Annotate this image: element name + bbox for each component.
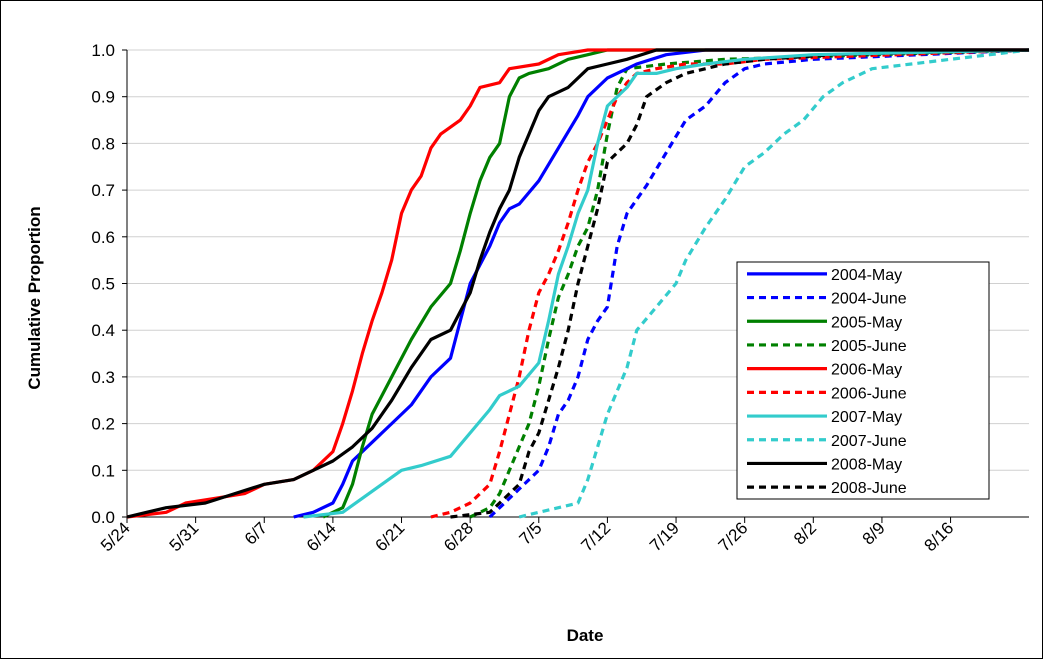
series-line-2004-june: [488, 48, 1030, 519]
x-tick-labels: 5/24 5/31 6/7 6/14 6/21 6/28 7/5 7/12 7/19 7/26 8/…: [97, 518, 957, 555]
y-tick-label: 0.1: [91, 461, 115, 480]
x-tick-label: 8/16: [921, 518, 958, 555]
x-tick-label: 8/2: [790, 518, 820, 548]
x-axis-title: Date: [567, 626, 604, 645]
y-tick-label: 0.2: [91, 415, 115, 434]
legend-label: 2005-June: [831, 338, 907, 355]
series-layer: [126, 48, 1030, 519]
legend-label: 2006-May: [831, 362, 902, 379]
y-tick-label: 0.8: [91, 134, 115, 153]
legend-label: 2005-May: [831, 314, 902, 331]
x-tick-label: 7/12: [577, 518, 614, 555]
series-line-2004-may: [293, 48, 1029, 519]
y-tick-label: 0.7: [91, 181, 115, 200]
axes: [122, 49, 1029, 523]
y-tick-label: 0.4: [91, 321, 115, 340]
y-tick-label: 0.5: [91, 275, 115, 294]
legend-label: 2008-June: [831, 480, 907, 497]
series-line-2007-june: [518, 48, 1030, 519]
x-tick-label: 6/14: [303, 518, 340, 555]
legend-label: 2007-May: [831, 409, 902, 426]
legend-label: 2004-June: [831, 291, 907, 308]
legend: 2004-May 2004-June 2005-May 2005-June 2006-M…: [736, 261, 990, 500]
legend-label: 2004-May: [831, 267, 902, 284]
x-tick-label: 8/9: [859, 518, 889, 548]
legend-label: 2007-June: [831, 433, 907, 450]
series-line-2008-june: [450, 48, 1030, 519]
y-tick-label: 0.9: [91, 88, 115, 107]
legend-label: 2008-May: [831, 456, 902, 473]
x-tick-label: 7/26: [715, 518, 752, 555]
y-axis-title: Cumulative Proportion: [25, 206, 44, 389]
y-tick-label: 0.6: [91, 228, 115, 247]
legend-label: 2006-June: [831, 385, 907, 402]
x-tick-label: 5/31: [166, 518, 203, 555]
series-line-2007-may: [303, 48, 1030, 519]
series-line-2006-june: [430, 48, 1030, 519]
y-tick-label: 0.0: [91, 508, 115, 527]
series-line-2008-may: [126, 48, 1029, 519]
x-tick-label: 7/19: [646, 518, 683, 555]
x-tick-label: 6/21: [372, 518, 409, 555]
x-tick-label: 6/7: [241, 518, 271, 548]
y-tick-labels: 0.0 0.1 0.2 0.3 0.4 0.5 0.6 0.7 0.8 0.9 1.0: [91, 41, 115, 527]
y-tick-label: 0.3: [91, 368, 115, 387]
x-tick-label: 6/28: [440, 518, 477, 555]
legend-box: [736, 261, 990, 500]
y-tick-label: 1.0: [91, 41, 115, 60]
x-tick-label: 7/5: [515, 518, 545, 548]
series-line-2005-may: [322, 48, 1029, 519]
